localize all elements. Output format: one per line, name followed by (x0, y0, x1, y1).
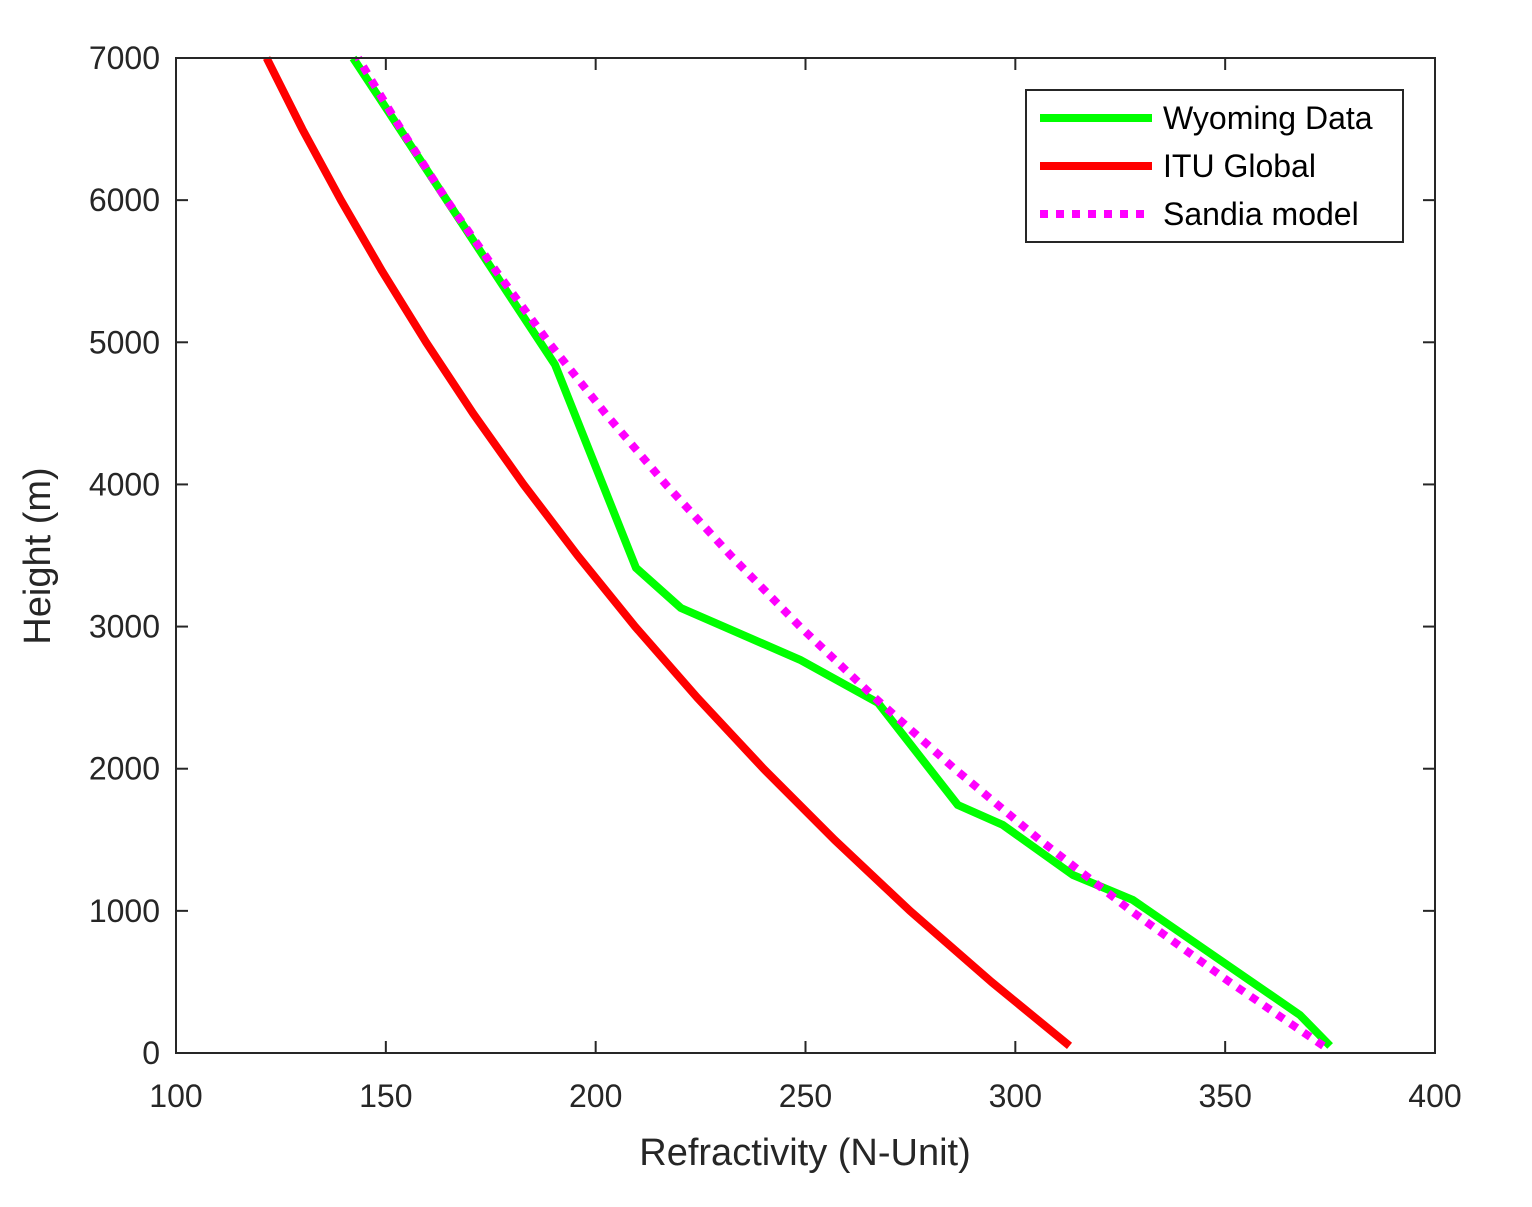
legend-label: ITU Global (1163, 148, 1316, 184)
legend-label: Wyoming Data (1163, 100, 1373, 136)
x-tick-label: 100 (149, 1078, 202, 1114)
y-tick-label: 5000 (89, 324, 160, 360)
y-tick-label: 3000 (89, 609, 160, 645)
y-tick-label: 2000 (89, 751, 160, 787)
y-tick-label: 4000 (89, 466, 160, 502)
y-tick-label: 0 (142, 1035, 160, 1071)
series-line-itu-global (263, 56, 1073, 1049)
x-tick-label: 400 (1408, 1078, 1461, 1114)
legend-label: Sandia model (1163, 196, 1359, 232)
x-tick-label: 300 (989, 1078, 1042, 1114)
x-tick-label: 250 (779, 1078, 832, 1114)
y-tick-label: 1000 (89, 893, 160, 929)
x-tick-label: 150 (359, 1078, 412, 1114)
legend: Wyoming Data ITU Global Sandia model (1025, 89, 1404, 243)
series-line-wyoming-data (349, 55, 1333, 1049)
plot-area-border (175, 57, 1436, 1054)
y-tick-label: 7000 (89, 40, 160, 76)
y-axis-label: Height (m) (17, 467, 59, 644)
series-line-sandia-model (354, 55, 1326, 1050)
x-tick-label: 200 (569, 1078, 622, 1114)
y-tick-label: 6000 (89, 182, 160, 218)
x-tick-label: 350 (1198, 1078, 1251, 1114)
x-axis-label: Refractivity (N-Unit) (639, 1132, 970, 1174)
